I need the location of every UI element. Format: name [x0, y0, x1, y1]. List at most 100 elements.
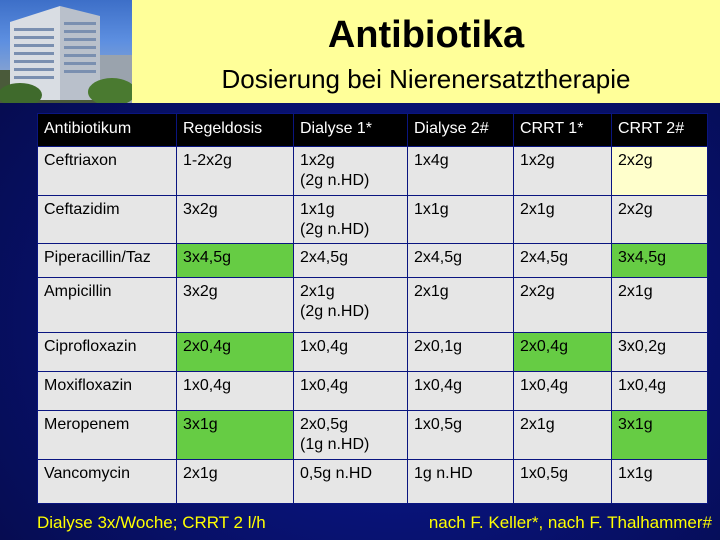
cell-note: (2g n.HD)	[300, 221, 370, 238]
cell-value: 2x4,5g	[414, 249, 463, 266]
cell-value: Vancomycin	[44, 465, 130, 482]
dosage-table: Antibiotikum Regeldosis Dialyse 1* Dialy…	[37, 113, 708, 504]
cell-value: 1x0,4g	[414, 377, 463, 394]
dosage-cell: 3x2g	[176, 277, 294, 333]
cell-value: 2x1g	[414, 283, 449, 300]
cell-value: 1x0,4g	[300, 338, 349, 355]
dosage-cell: 2x1g	[611, 277, 708, 333]
dosage-cell: 1x0,4g	[611, 371, 708, 411]
dosage-cell: 2x0,4g	[513, 332, 612, 372]
table-header-row: Antibiotikum Regeldosis Dialyse 1* Dialy…	[37, 113, 708, 147]
antibiotic-name-cell: Piperacillin/Taz	[37, 243, 177, 278]
dosage-cell: 1x2g	[513, 146, 612, 196]
hospital-building-photo	[0, 0, 132, 103]
table-header-cell: Antibiotikum	[37, 113, 177, 147]
table-row: Piperacillin/Taz 3x4,5g 2x4,5g 2x4,5g 2x4,5g…	[37, 243, 708, 278]
dosage-cell: 3x4,5g	[176, 243, 294, 278]
footer-note-dialysis: Dialyse 3x/Woche; CRRT 2 l/h	[37, 513, 266, 532]
dosage-cell: 1x0,4g	[407, 371, 514, 411]
dosage-cell: 2x1g (2g n.HD)	[293, 277, 408, 333]
footer-source-citation: nach F. Keller*, nach F. Thalhammer#	[428, 513, 712, 532]
cell-value: 2x0,1g	[414, 338, 463, 355]
cell-value: 3x1g	[618, 416, 653, 433]
cell-value: 2x2g	[618, 152, 653, 169]
cell-value: 2x4,5g	[520, 249, 569, 266]
table-header-cell: Dialyse 2#	[407, 113, 514, 147]
slide-title: Antibiotika	[327, 14, 525, 56]
table-row: Ampicillin 3x2g 2x1g (2g n.HD) 2x1g 2x2g 2x1g	[37, 277, 708, 333]
cell-value: 2x2g	[618, 201, 653, 218]
cell-value: 1x2g	[520, 152, 555, 169]
table-row: Ciprofloxazin 2x0,4g 1x0,4g 2x0,1g 2x0,4g 3x0…	[37, 332, 708, 372]
slide-subtitle: Dosierung bei Nierenersatztherapie	[221, 64, 631, 94]
cell-value: 1x0,4g	[300, 377, 349, 394]
antibiotic-name-cell: Ceftriaxon	[37, 146, 177, 196]
cell-value: 1x1g	[300, 201, 335, 218]
table-header-cell: Regeldosis	[176, 113, 294, 147]
antibiotic-name-cell: Moxifloxazin	[37, 371, 177, 411]
cell-value: 2x1g	[520, 201, 555, 218]
dosage-cell: 1x0,5g	[513, 459, 612, 504]
table-row: Ceftazidim 3x2g 1x1g (2g n.HD) 1x1g 2x1g 2x2g	[37, 195, 708, 244]
antibiotic-name-cell: Ampicillin	[37, 277, 177, 333]
cell-value: 1x4g	[414, 152, 449, 169]
dosage-cell: 1x0,4g	[176, 371, 294, 411]
dosage-cell: 3x4,5g	[611, 243, 708, 278]
cell-value: 1-2x2g	[183, 152, 232, 169]
cell-value: Ciprofloxazin	[44, 338, 137, 355]
antibiotic-name-cell: Ceftazidim	[37, 195, 177, 244]
cell-value: 2x1g	[183, 465, 218, 482]
cell-note: (1g n.HD)	[300, 436, 370, 453]
dosage-cell: 2x2g	[611, 146, 708, 196]
dosage-cell: 1x2g (2g n.HD)	[293, 146, 408, 196]
table-header-cell: Dialyse 1*	[293, 113, 408, 147]
dosage-cell: 2x1g	[513, 410, 612, 460]
cell-value: 1x1g	[618, 465, 653, 482]
cell-value: Ceftriaxon	[44, 152, 117, 169]
cell-value: 1x0,4g	[618, 377, 667, 394]
dosage-cell: 2x0,5g (1g n.HD)	[293, 410, 408, 460]
dosage-cell: 2x2g	[513, 277, 612, 333]
table-header-cell: CRRT 1*	[513, 113, 612, 147]
dosage-cell: 0,5g n.HD	[293, 459, 408, 504]
cell-value: 2x0,4g	[520, 338, 569, 355]
antibiotic-name-cell: Ciprofloxazin	[37, 332, 177, 372]
cell-value: 3x0,2g	[618, 338, 667, 355]
dosage-cell: 2x1g	[513, 195, 612, 244]
cell-value: 1x0,4g	[520, 377, 569, 394]
cell-value: Piperacillin/Taz	[44, 249, 151, 266]
cell-value: 0,5g n.HD	[300, 465, 373, 482]
slide-header: Antibiotika Dosierung bei Nierenersatzth…	[0, 0, 720, 103]
table-header-cell: CRRT 2#	[611, 113, 708, 147]
cell-value: 3x2g	[183, 283, 218, 300]
cell-value: 1x0,5g	[520, 465, 569, 482]
table-row: Ceftriaxon 1-2x2g 1x2g (2g n.HD) 1x4g 1x2g 2x2…	[37, 146, 708, 196]
dosage-cell: 2x4,5g	[513, 243, 612, 278]
dosage-cell: 2x4,5g	[407, 243, 514, 278]
cell-value: Ampicillin	[44, 283, 112, 300]
dosage-cell: 3x2g	[176, 195, 294, 244]
cell-value: 3x2g	[183, 201, 218, 218]
cell-value: 3x1g	[183, 416, 218, 433]
dosage-cell: 1x0,5g	[407, 410, 514, 460]
cell-value: 3x4,5g	[183, 249, 232, 266]
cell-note: (2g n.HD)	[300, 303, 370, 320]
cell-value: 2x4,5g	[300, 249, 349, 266]
dosage-cell: 2x1g	[407, 277, 514, 333]
cell-value: 1x0,4g	[183, 377, 232, 394]
cell-value: 2x1g	[520, 416, 555, 433]
dosage-cell: 2x0,1g	[407, 332, 514, 372]
dosage-cell: 3x1g	[611, 410, 708, 460]
dosage-cell: 1x0,4g	[293, 332, 408, 372]
cell-note: (2g n.HD)	[300, 172, 370, 189]
cell-value: 2x1g	[618, 283, 653, 300]
dosage-cell: 2x0,4g	[176, 332, 294, 372]
dosage-cell: 1g n.HD	[407, 459, 514, 504]
cell-value: 1x1g	[414, 201, 449, 218]
dosage-cell: 3x1g	[176, 410, 294, 460]
cell-value: 2x1g	[300, 283, 335, 300]
dosage-cell: 1x1g (2g n.HD)	[293, 195, 408, 244]
dosage-cell: 3x0,2g	[611, 332, 708, 372]
dosage-cell: 1x1g	[611, 459, 708, 504]
dosage-cell: 1x1g	[407, 195, 514, 244]
